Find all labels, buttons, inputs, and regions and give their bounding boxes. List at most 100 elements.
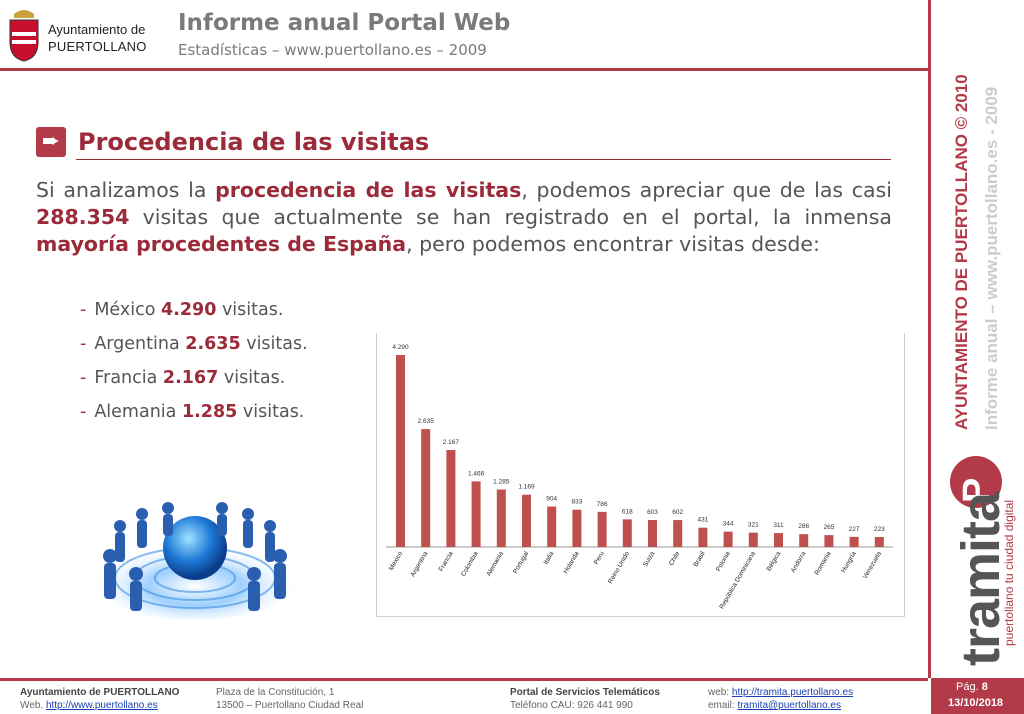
chart-category-label: Venezuela: [862, 550, 883, 580]
chart-bar: [748, 532, 758, 547]
chart-category-label: Colombia: [460, 550, 480, 578]
chart-bar: [421, 429, 431, 547]
tramita-logo-badge: [950, 456, 1002, 508]
chart-bar: [496, 489, 506, 547]
footer-email-link[interactable]: tramita@puertollano.es: [737, 700, 841, 711]
chart-category-label: Hungría: [840, 550, 858, 574]
page-label: Pág.: [956, 681, 979, 693]
tramita-tagline: puertollano tu ciudad digital: [1002, 499, 1016, 646]
bullet-dash: -: [80, 402, 87, 422]
footer-portal-name: Portal de Servicios Telemáticos: [510, 687, 660, 698]
chart-data-label: 602: [672, 509, 683, 516]
paragraph-text: , podemos apreciar que de las casi: [521, 178, 892, 202]
chart-category-label: Bélgica: [766, 550, 783, 572]
chart-bar: [648, 520, 657, 547]
chart-bar: [874, 537, 884, 547]
chart-data-label: 833: [571, 499, 582, 506]
chart-data-label: 431: [697, 517, 708, 524]
chart-category-label: Italia: [543, 550, 556, 566]
chart-bar: [698, 527, 708, 547]
bullet-country: México: [94, 300, 156, 320]
footer-web-link[interactable]: http://www.puertollano.es: [45, 700, 158, 711]
chart-data-label: 904: [546, 496, 557, 503]
footer-web2-link[interactable]: http://tramita.puertollano.es: [731, 687, 854, 698]
chart-bar: [774, 533, 783, 547]
chart-data-label: 311: [773, 522, 784, 529]
total-visits-value: 288.354: [36, 205, 130, 229]
arrow-down-right-icon: ➨: [36, 127, 66, 157]
chart-bar: [522, 494, 531, 547]
footer-phone: Teléfono CAU: 926 441 990: [510, 700, 633, 711]
chart-category-label: Chile: [668, 550, 682, 567]
chart-data-label: 1.285: [493, 478, 510, 485]
footer-divider: [0, 678, 928, 681]
chart-bar: [673, 520, 683, 547]
chart-data-label: 2.635: [418, 418, 435, 425]
bullet-suffix: visitas.: [242, 402, 305, 422]
bullet-dash: -: [80, 368, 87, 388]
bullet-value: 2.167: [162, 368, 219, 388]
chart-bar: [471, 481, 481, 547]
chart-bar: [572, 509, 582, 547]
bullet-suffix: visitas.: [223, 368, 286, 388]
chart-data-label: 618: [622, 508, 633, 515]
paragraph-text: visitas que actualmente se han registrad…: [129, 205, 892, 229]
paragraph-highlight: mayoría procedentes de España: [36, 232, 407, 256]
bullet-value: 2.635: [185, 334, 241, 354]
footer-email-label: email:: [708, 700, 738, 711]
bullet-value: 4.290: [161, 300, 217, 320]
chart-bar: [622, 519, 632, 547]
document-title: Informe anual Portal Web: [178, 10, 511, 36]
chart-bar: [799, 534, 809, 547]
section-underline: [76, 159, 891, 160]
bullet-dash: -: [80, 300, 87, 320]
chart-bar: [849, 536, 859, 547]
bullet-suffix: visitas.: [221, 300, 284, 320]
chart-bar: [396, 355, 405, 547]
bullet-dash: -: [80, 334, 87, 354]
chart-category-label: Alemania: [485, 550, 505, 577]
document-subtitle: Estadísticas – www.puertollano.es – 2009: [178, 41, 487, 59]
chart-data-label: 4.290: [392, 344, 409, 351]
chart-bar: [547, 506, 557, 547]
footer-web: Web. http://www.puertollano.es: [20, 700, 158, 711]
chart-category-label: Polonia: [715, 550, 732, 573]
side-divider: [928, 0, 931, 678]
list-item: - Alemania 1.285 visitas.: [80, 402, 304, 422]
paragraph-text: Si analizamos la: [36, 178, 216, 202]
chart-category-label: Francia: [438, 550, 455, 573]
page-number: 8: [981, 681, 988, 693]
chart-category-label: Brasil: [692, 550, 706, 568]
list-item: - Francia 2.167 visitas.: [80, 368, 285, 388]
chart-data-label: 321: [748, 522, 759, 529]
side-report-caption: Informe anual – www.puertollano.es - 200…: [982, 86, 1001, 430]
footer-address2: 13500 – Puertollano Ciudad Real: [216, 700, 364, 711]
org-name-line2: PUERTOLLANO: [48, 39, 147, 54]
page-indicator: Pág. 8: [956, 681, 988, 693]
chart-data-label: 1.169: [518, 484, 535, 491]
chart-data-label: 603: [647, 509, 658, 516]
coat-of-arms-icon: [9, 10, 39, 62]
chart-data-label: 786: [597, 501, 608, 508]
chart-data-label: 2.167: [443, 439, 460, 446]
municipal-logo: Ayuntamiento de PUERTOLLANO: [6, 6, 168, 66]
chart-category-label: Peru: [593, 550, 606, 566]
intro-paragraph: Si analizamos la procedencia de las visi…: [36, 177, 892, 258]
bullet-value: 1.285: [181, 402, 238, 422]
bullet-country: Francia: [94, 368, 158, 388]
bullet-suffix: visitas.: [246, 334, 308, 354]
globe-people-illustration: [90, 502, 300, 620]
org-name-line1: Ayuntamiento de: [48, 22, 146, 37]
chart-bar: [446, 450, 456, 547]
chart-bar: [824, 535, 834, 547]
chart-category-label: Argentina: [409, 550, 429, 578]
chart-category-label: Holanda: [562, 550, 580, 575]
footer-web2-label: web:: [708, 687, 732, 698]
footer-address1: Plaza de la Constitución, 1: [216, 687, 335, 698]
chart-bar: [723, 531, 733, 547]
chart-data-label: 265: [823, 524, 834, 531]
footer-portal: Portal de Servicios Telemáticos: [510, 687, 660, 698]
chart-category-label: Reino Unido: [607, 550, 631, 585]
side-org-copyright: AYUNTAMIENTO DE PUERTOLLANO © 2010: [952, 74, 971, 430]
list-item: - México 4.290 visitas.: [80, 300, 283, 320]
